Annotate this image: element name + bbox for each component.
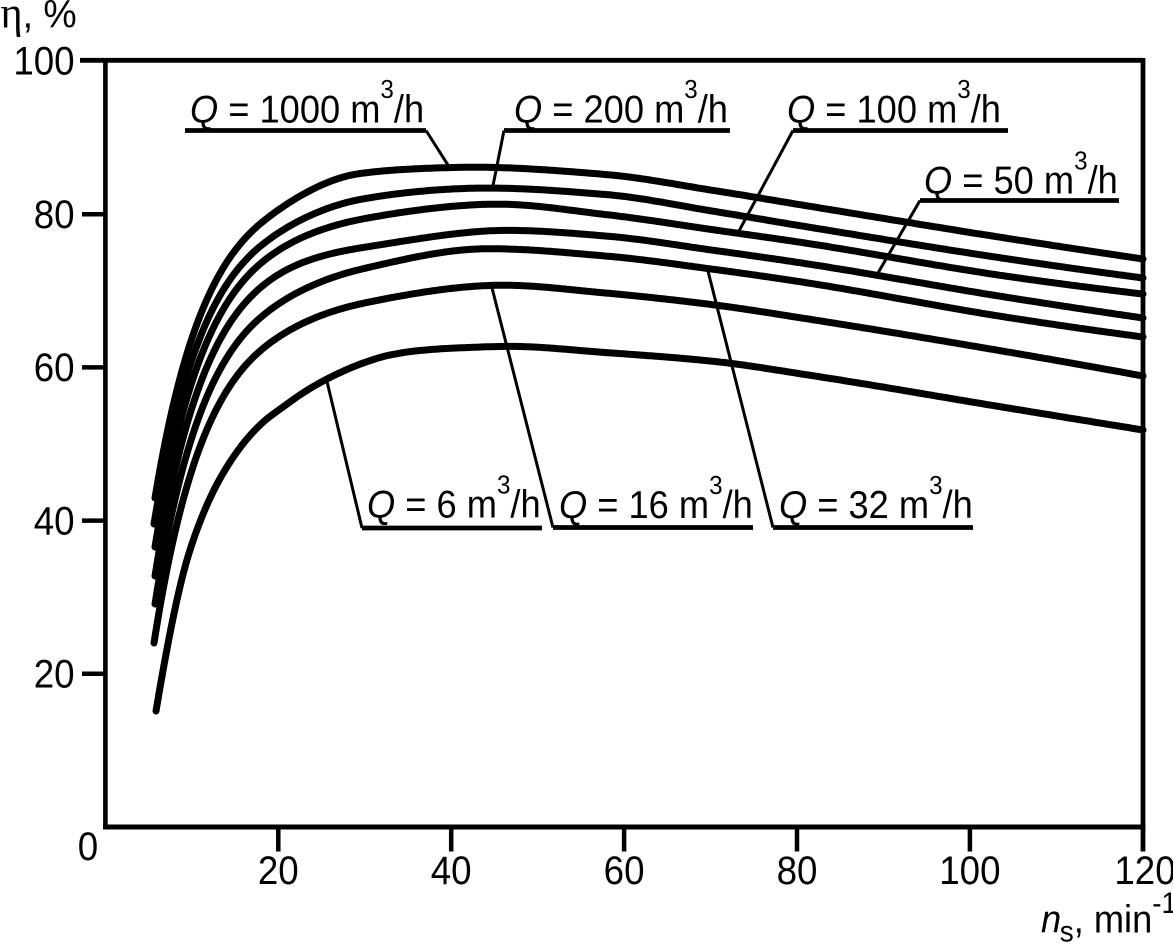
svg-text:60: 60 (604, 849, 645, 894)
svg-text:20: 20 (34, 652, 75, 697)
svg-text:60: 60 (34, 346, 75, 391)
svg-text:η, %: η, % (0, 0, 76, 38)
svg-text:0: 0 (78, 825, 98, 870)
svg-text:40: 40 (431, 849, 472, 894)
svg-text:40: 40 (34, 499, 75, 544)
svg-text:120: 120 (1114, 849, 1173, 894)
svg-text:80: 80 (777, 849, 818, 894)
svg-text:ns, min-1: ns, min-1 (1041, 887, 1173, 945)
svg-text:80: 80 (34, 193, 75, 238)
svg-text:100: 100 (939, 849, 1000, 894)
svg-text:100: 100 (13, 39, 74, 84)
svg-text:20: 20 (258, 849, 299, 894)
